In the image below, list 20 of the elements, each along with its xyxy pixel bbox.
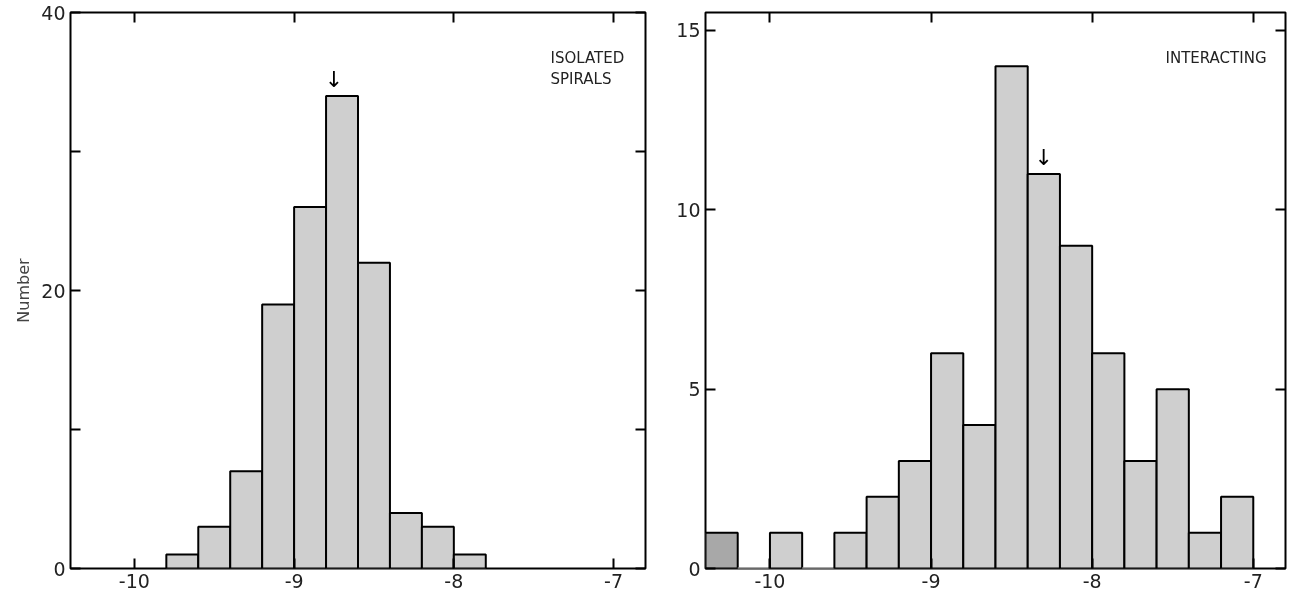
x-tick-label: -9 bbox=[284, 569, 304, 592]
y-tick-label: 20 bbox=[41, 279, 66, 302]
y-tick-label: 40 bbox=[41, 1, 66, 24]
x-tick-label: -7 bbox=[1243, 569, 1263, 592]
x-tick-label: -7 bbox=[604, 569, 624, 592]
x-tick-label: -8 bbox=[444, 569, 464, 592]
annotation: ↓ bbox=[1034, 144, 1054, 170]
annotation: ISOLATED SPIRALS bbox=[550, 48, 625, 89]
x-tick-label: -10 bbox=[118, 569, 150, 592]
y-tick-label: 0 bbox=[688, 557, 701, 580]
y-axis-title: Number bbox=[14, 257, 34, 323]
annotation: ↓ bbox=[324, 66, 344, 92]
y-tick-label: 0 bbox=[53, 557, 66, 580]
x-tick-label: -9 bbox=[921, 569, 941, 592]
y-tick-label: 5 bbox=[688, 378, 701, 401]
y-tick-label: 10 bbox=[676, 198, 701, 221]
annotation: INTERACTING bbox=[1165, 48, 1267, 67]
x-tick-label: -10 bbox=[754, 569, 786, 592]
y-tick-label: 15 bbox=[676, 19, 701, 42]
x-tick-label: -8 bbox=[1082, 569, 1102, 592]
